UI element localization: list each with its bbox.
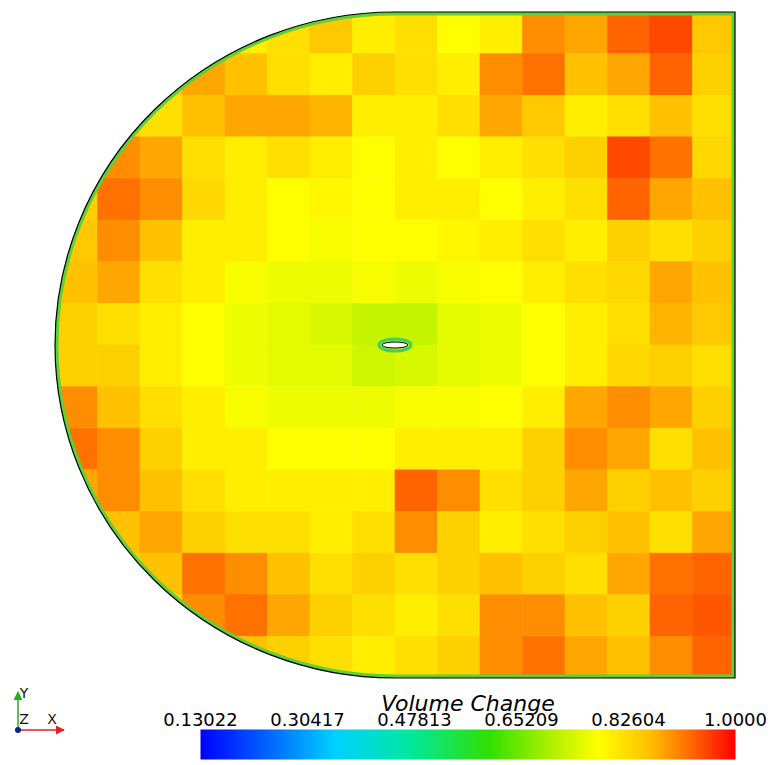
svg-text:Z: Z (19, 711, 29, 727)
svg-text:X: X (47, 711, 57, 727)
svg-text:0.82604: 0.82604 (591, 709, 665, 730)
svg-text:1.0000: 1.0000 (704, 709, 767, 730)
svg-text:Y: Y (19, 685, 29, 701)
svg-text:0.13022: 0.13022 (163, 709, 237, 730)
svg-text:Volume Change: Volume Change (381, 691, 554, 716)
svg-text:0.47813: 0.47813 (377, 708, 452, 730)
svg-text:0.30417: 0.30417 (270, 709, 344, 730)
svg-text:0.65209: 0.65209 (484, 708, 559, 730)
